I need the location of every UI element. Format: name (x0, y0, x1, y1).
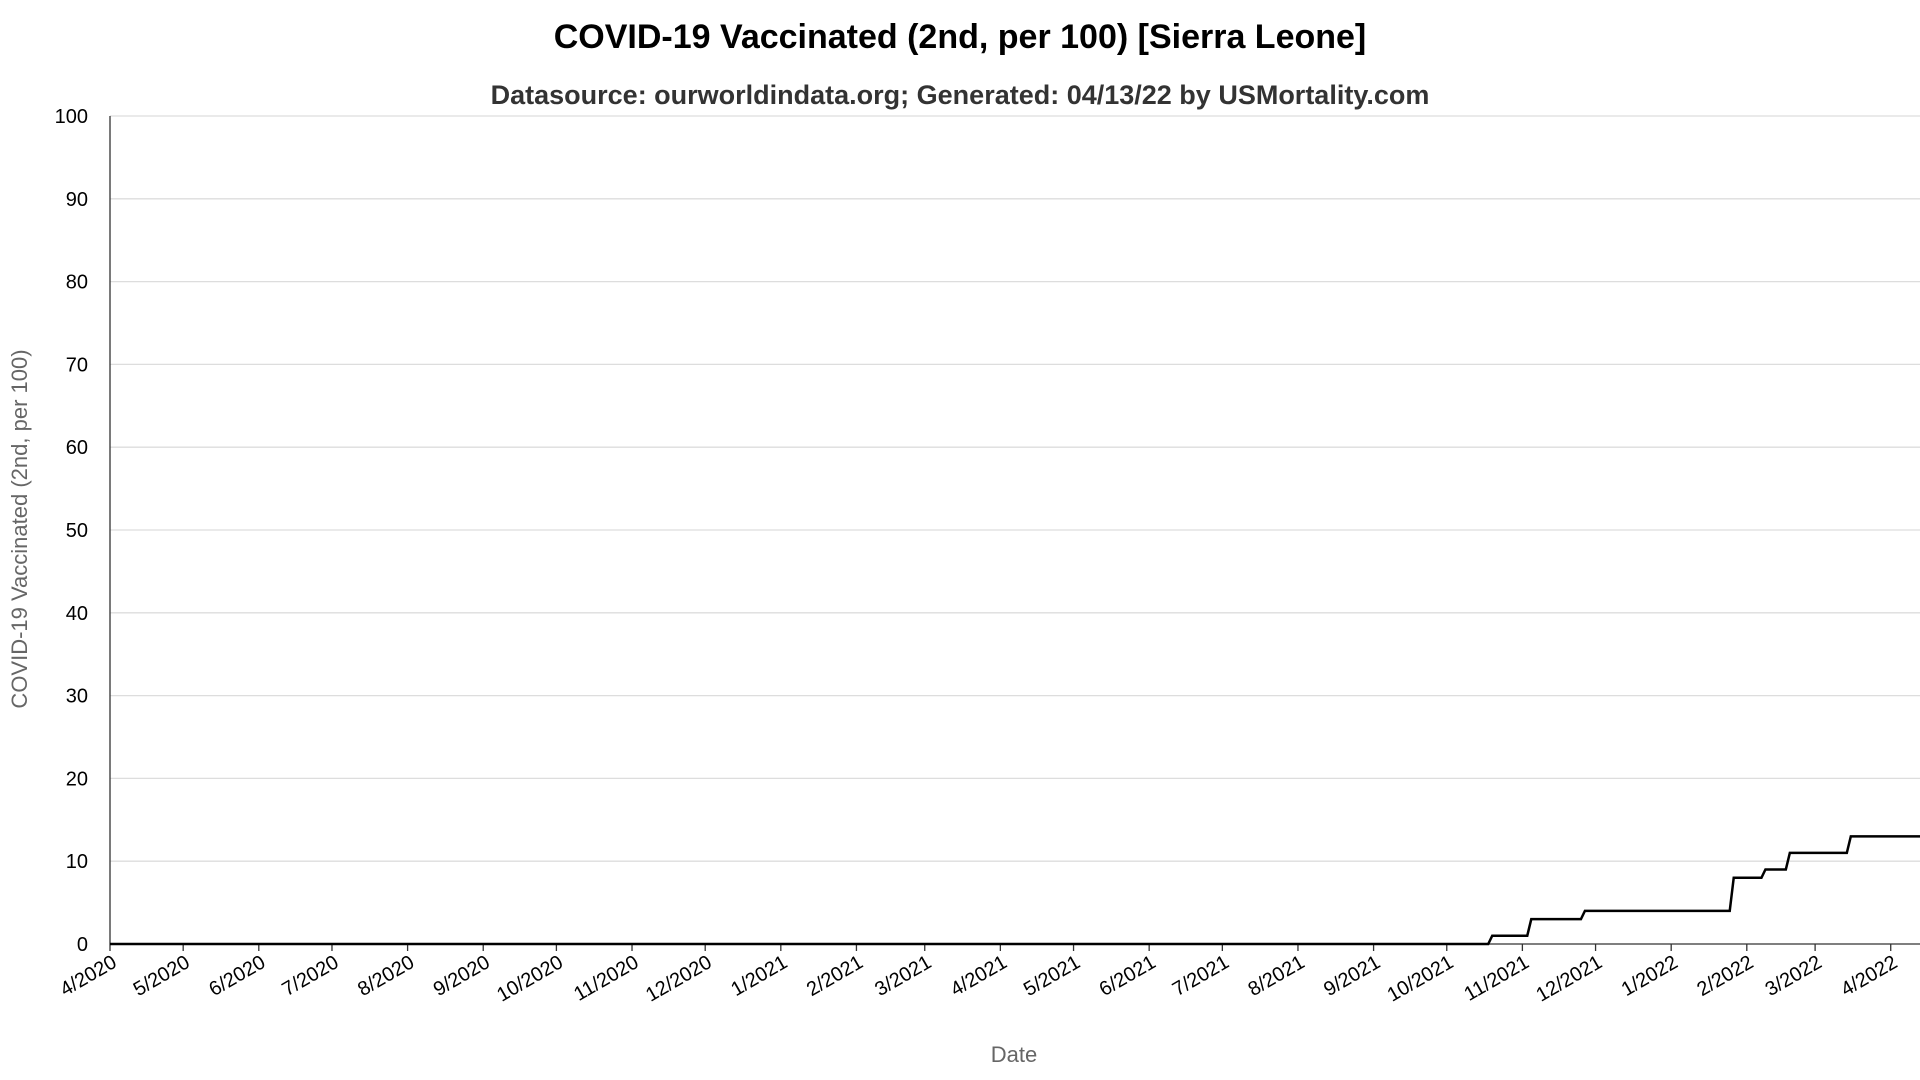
x-tick-label: 8/2021 (1244, 951, 1308, 1001)
x-axis-label: Date (991, 1042, 1037, 1067)
x-tick-label: 8/2020 (354, 951, 418, 1001)
y-tick-label: 90 (66, 189, 88, 211)
y-tick-label: 10 (66, 851, 88, 873)
y-tick-label: 30 (66, 686, 88, 708)
y-tick-label: 20 (66, 768, 88, 790)
x-axis-ticks: 4/2020 5/2020 6/2020 7/2020 8/2020 9/2020 10/2… (57, 944, 1901, 1006)
x-tick-label: 10/2021 (1384, 951, 1458, 1006)
y-tick-label: 40 (66, 603, 88, 625)
x-tick-label: 3/2022 (1762, 951, 1826, 1001)
x-tick-label: 12/2021 (1532, 951, 1606, 1006)
y-tick-label: 60 (66, 437, 88, 459)
grid-lines (110, 115, 1920, 862)
y-tick-label: 50 (66, 520, 88, 542)
y-tick-label: 0 (77, 934, 88, 956)
x-tick-label: 5/2020 (130, 951, 194, 1001)
x-tick-label: 11/2021 (1461, 951, 1533, 1005)
y-axis-ticks: 0 10 20 30 40 50 60 70 80 90 100 (55, 106, 88, 956)
y-tick-label: 70 (66, 354, 88, 376)
chart-subtitle: Datasource: ourworldindata.org; Generate… (490, 80, 1430, 110)
x-tick-label: 7/2020 (279, 951, 343, 1001)
x-tick-label: 2/2021 (803, 951, 867, 1001)
y-tick-label: 80 (66, 272, 88, 294)
x-tick-label: 1/2022 (1618, 951, 1682, 1001)
x-tick-label: 1/2021 (727, 951, 791, 1001)
x-tick-label: 12/2020 (642, 951, 716, 1006)
x-tick-label: 9/2021 (1320, 951, 1384, 1001)
x-tick-label: 10/2020 (493, 951, 567, 1006)
series-line (110, 835, 1920, 946)
x-tick-label: 6/2021 (1096, 951, 1160, 1001)
x-tick-label: 3/2021 (871, 951, 935, 1001)
chart-title: COVID-19 Vaccinated (2nd, per 100) [Sier… (553, 18, 1367, 56)
x-tick-label: 4/2020 (57, 951, 121, 1001)
x-tick-label: 5/2021 (1020, 951, 1084, 1001)
x-tick-label: 9/2020 (430, 951, 494, 1001)
x-tick-label: 6/2020 (205, 951, 269, 1001)
y-tick-label: 100 (55, 106, 88, 128)
x-tick-label: 2/2022 (1693, 951, 1757, 1001)
x-tick-label: 4/2021 (947, 951, 1011, 1001)
x-tick-label: 4/2022 (1837, 951, 1901, 1001)
y-axis-label: COVID-19 Vaccinated (2nd, per 100) (7, 349, 32, 708)
x-tick-label: 11/2020 (570, 951, 642, 1005)
x-tick-label: 7/2021 (1169, 951, 1233, 1001)
